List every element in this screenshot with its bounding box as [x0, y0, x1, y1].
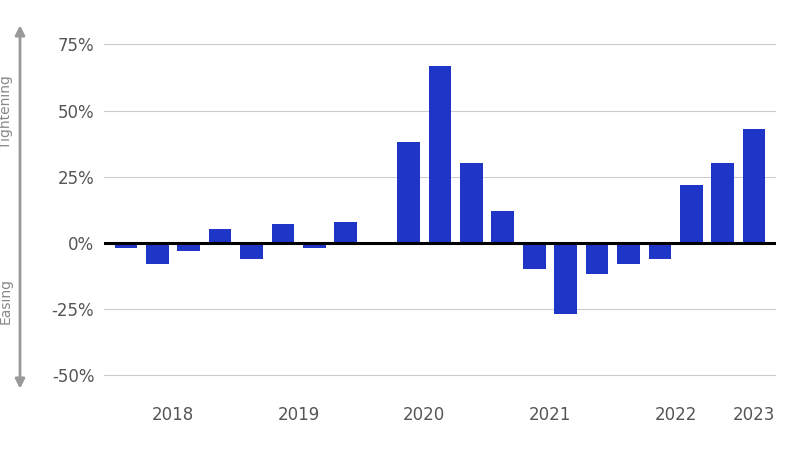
Bar: [146, 243, 169, 264]
Bar: [240, 243, 263, 259]
Bar: [114, 243, 138, 248]
Bar: [178, 243, 200, 251]
Bar: [586, 243, 608, 274]
Bar: [398, 142, 420, 243]
Bar: [742, 129, 766, 243]
Text: Easing: Easing: [0, 279, 13, 324]
Bar: [711, 163, 734, 243]
Bar: [429, 66, 451, 243]
Bar: [334, 221, 357, 243]
Bar: [554, 243, 577, 314]
Bar: [366, 243, 389, 245]
Bar: [460, 163, 482, 243]
Bar: [649, 243, 671, 259]
Bar: [617, 243, 640, 264]
Bar: [491, 211, 514, 243]
Bar: [209, 230, 231, 243]
Bar: [523, 243, 546, 269]
Text: Tightening: Tightening: [0, 76, 13, 149]
Bar: [680, 184, 702, 243]
Bar: [272, 224, 294, 243]
Bar: [303, 243, 326, 248]
